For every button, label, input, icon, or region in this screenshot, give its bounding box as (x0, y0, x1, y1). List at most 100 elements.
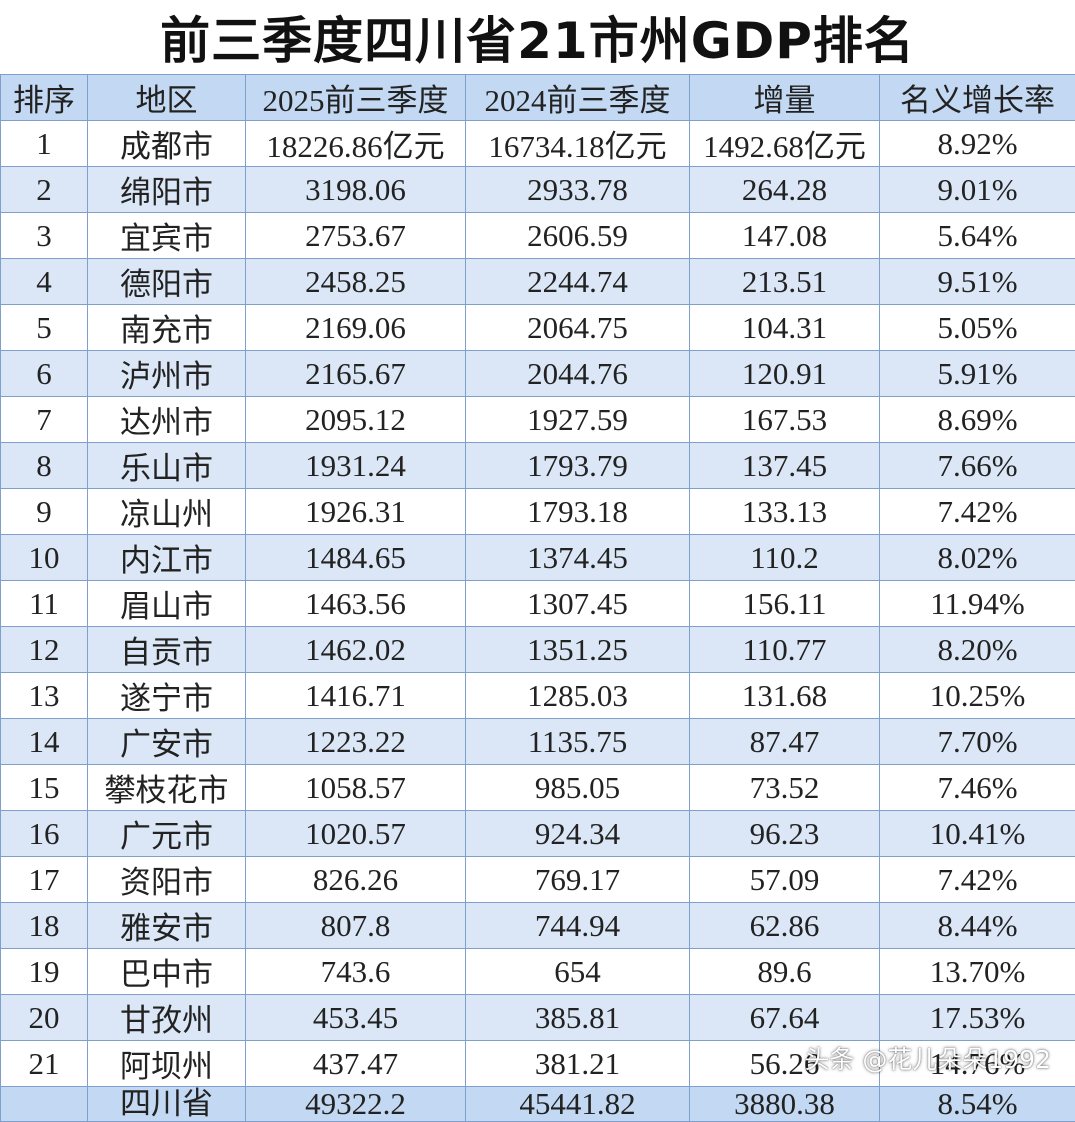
region-cell: 自贡市 (88, 627, 246, 673)
rank-cell: 1 (1, 121, 88, 167)
region-cell: 德阳市 (88, 259, 246, 305)
gdp-2025-cell: 2169.06 (246, 305, 466, 351)
increase-cell: 89.6 (690, 949, 880, 995)
header-2025-q1-q3: 2025前三季度 (246, 75, 466, 121)
region-cell: 乐山市 (88, 443, 246, 489)
growth-rate-cell: 5.05% (880, 305, 1075, 351)
gdp-2024-cell: 769.17 (466, 857, 690, 903)
increase-cell: 167.53 (690, 397, 880, 443)
region-cell: 攀枝花市 (88, 765, 246, 811)
gdp-2025-cell: 1463.56 (246, 581, 466, 627)
gdp-2025-cell: 2095.12 (246, 397, 466, 443)
total-region-cell: 四川省 (88, 1087, 246, 1122)
increase-cell: 131.68 (690, 673, 880, 719)
growth-rate-cell: 7.46% (880, 765, 1075, 811)
gdp-2025-cell: 18226.86亿元 (246, 121, 466, 167)
region-cell: 达州市 (88, 397, 246, 443)
gdp-2025-cell: 453.45 (246, 995, 466, 1041)
region-cell: 广安市 (88, 719, 246, 765)
gdp-2024-cell: 385.81 (466, 995, 690, 1041)
increase-cell: 213.51 (690, 259, 880, 305)
region-cell: 甘孜州 (88, 995, 246, 1041)
increase-cell: 62.86 (690, 903, 880, 949)
header-2024-q1-q3: 2024前三季度 (466, 75, 690, 121)
rank-cell: 12 (1, 627, 88, 673)
gdp-2024-cell: 744.94 (466, 903, 690, 949)
rank-cell: 21 (1, 1041, 88, 1087)
growth-rate-cell: 7.70% (880, 719, 1075, 765)
growth-rate-cell: 7.42% (880, 489, 1075, 535)
gdp-2025-cell: 2458.25 (246, 259, 466, 305)
gdp-2025-cell: 1058.57 (246, 765, 466, 811)
gdp-2025-cell: 1462.02 (246, 627, 466, 673)
gdp-2024-cell: 16734.18亿元 (466, 121, 690, 167)
gdp-2024-cell: 985.05 (466, 765, 690, 811)
region-cell: 成都市 (88, 121, 246, 167)
increase-cell: 104.31 (690, 305, 880, 351)
growth-rate-cell: 9.51% (880, 259, 1075, 305)
growth-rate-cell: 8.69% (880, 397, 1075, 443)
growth-rate-cell: 13.70% (880, 949, 1075, 995)
gdp-2025-cell: 2753.67 (246, 213, 466, 259)
total-rank-cell (1, 1087, 88, 1122)
total-gdp-2025-cell: 49322.2 (246, 1087, 466, 1122)
rank-cell: 13 (1, 673, 88, 719)
growth-rate-cell: 5.91% (880, 351, 1075, 397)
region-cell: 阿坝州 (88, 1041, 246, 1087)
growth-rate-cell: 8.02% (880, 535, 1075, 581)
rank-cell: 9 (1, 489, 88, 535)
increase-cell: 67.64 (690, 995, 880, 1041)
rank-cell: 15 (1, 765, 88, 811)
gdp-2024-cell: 2606.59 (466, 213, 690, 259)
increase-cell: 137.45 (690, 443, 880, 489)
gdp-2024-cell: 2044.76 (466, 351, 690, 397)
gdp-2025-cell: 807.8 (246, 903, 466, 949)
gdp-2025-cell: 1484.65 (246, 535, 466, 581)
increase-cell: 110.2 (690, 535, 880, 581)
increase-cell: 73.52 (690, 765, 880, 811)
gdp-2025-cell: 1931.24 (246, 443, 466, 489)
rank-cell: 18 (1, 903, 88, 949)
gdp-2025-cell: 3198.06 (246, 167, 466, 213)
growth-rate-cell: 8.44% (880, 903, 1075, 949)
gdp-2024-cell: 1307.45 (466, 581, 690, 627)
table-header-row: 排序 地区 2025前三季度 2024前三季度 增量 名义增长率 (1, 75, 1075, 121)
growth-rate-cell: 7.66% (880, 443, 1075, 489)
total-increase-cell: 3880.38 (690, 1087, 880, 1122)
header-increase: 增量 (690, 75, 880, 121)
increase-cell: 96.23 (690, 811, 880, 857)
gdp-2025-cell: 826.26 (246, 857, 466, 903)
region-cell: 资阳市 (88, 857, 246, 903)
rank-cell: 5 (1, 305, 88, 351)
gdp-2024-cell: 1374.45 (466, 535, 690, 581)
gdp-2024-cell: 924.34 (466, 811, 690, 857)
rank-cell: 3 (1, 213, 88, 259)
watermark: 头条 @花儿朵朵1992 (804, 1040, 1051, 1076)
rank-cell: 4 (1, 259, 88, 305)
growth-rate-cell: 10.25% (880, 673, 1075, 719)
gdp-2024-cell: 2064.75 (466, 305, 690, 351)
increase-cell: 87.47 (690, 719, 880, 765)
gdp-2025-cell: 2165.67 (246, 351, 466, 397)
growth-rate-cell: 17.53% (880, 995, 1075, 1041)
rank-cell: 17 (1, 857, 88, 903)
increase-cell: 57.09 (690, 857, 880, 903)
region-cell: 凉山州 (88, 489, 246, 535)
